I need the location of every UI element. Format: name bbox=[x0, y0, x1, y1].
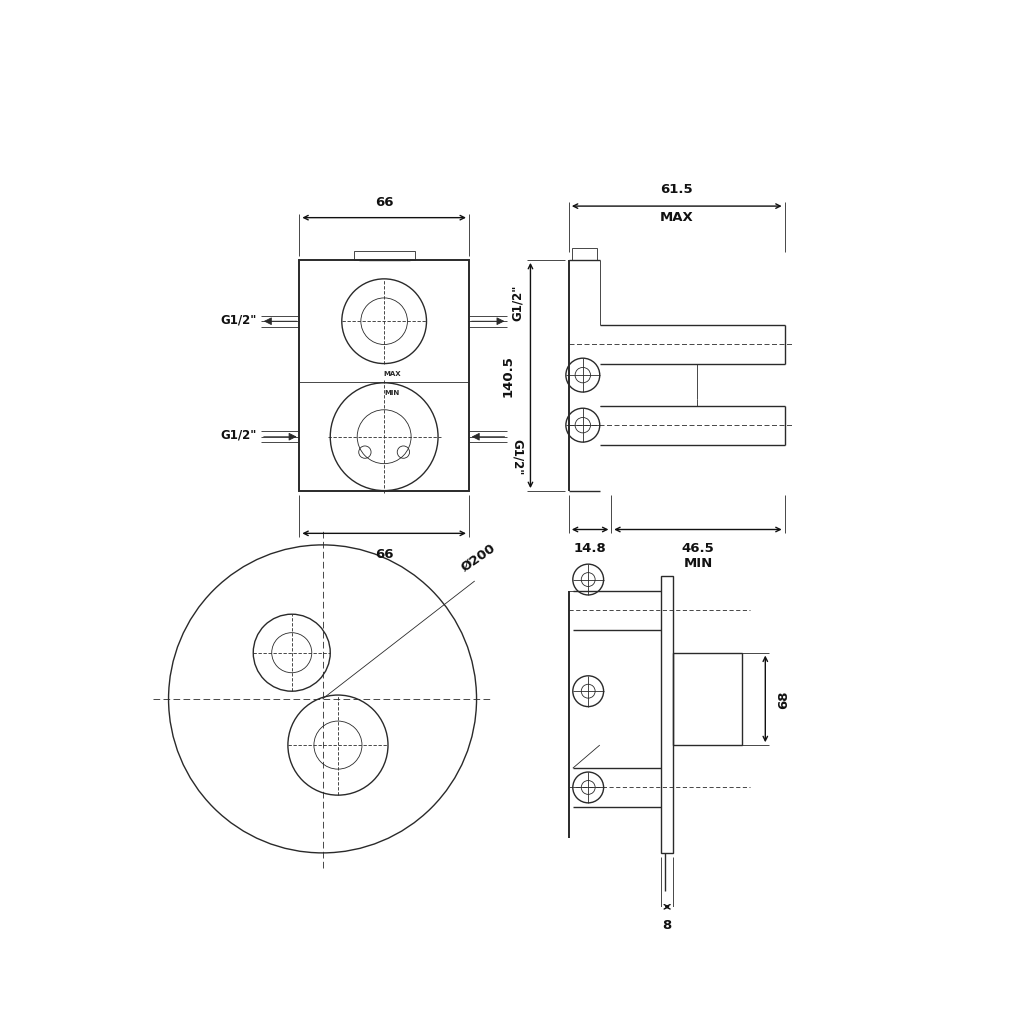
Text: MIN: MIN bbox=[384, 389, 399, 395]
Text: 61.5: 61.5 bbox=[659, 182, 692, 196]
Text: 8: 8 bbox=[662, 918, 672, 931]
Bar bbox=[300, 261, 469, 491]
Bar bbox=[572, 250, 596, 261]
Text: 68: 68 bbox=[776, 690, 789, 708]
Text: 46.5: 46.5 bbox=[681, 541, 713, 554]
Text: 66: 66 bbox=[375, 547, 393, 560]
Text: G1/2": G1/2" bbox=[511, 284, 524, 321]
Text: 14.8: 14.8 bbox=[573, 541, 606, 554]
Text: MAX: MAX bbox=[383, 371, 400, 377]
Text: 66: 66 bbox=[375, 197, 393, 209]
Bar bbox=[354, 252, 415, 261]
Text: MAX: MAX bbox=[659, 211, 693, 224]
Text: Ø200: Ø200 bbox=[459, 541, 498, 574]
Text: 140.5: 140.5 bbox=[501, 356, 515, 397]
Text: G1/2": G1/2" bbox=[220, 313, 257, 326]
Bar bbox=[660, 576, 673, 853]
Text: MIN: MIN bbox=[683, 557, 712, 570]
Bar bbox=[673, 653, 742, 745]
Text: G1/2": G1/2" bbox=[220, 428, 257, 441]
Text: G1/2": G1/2" bbox=[511, 438, 524, 475]
